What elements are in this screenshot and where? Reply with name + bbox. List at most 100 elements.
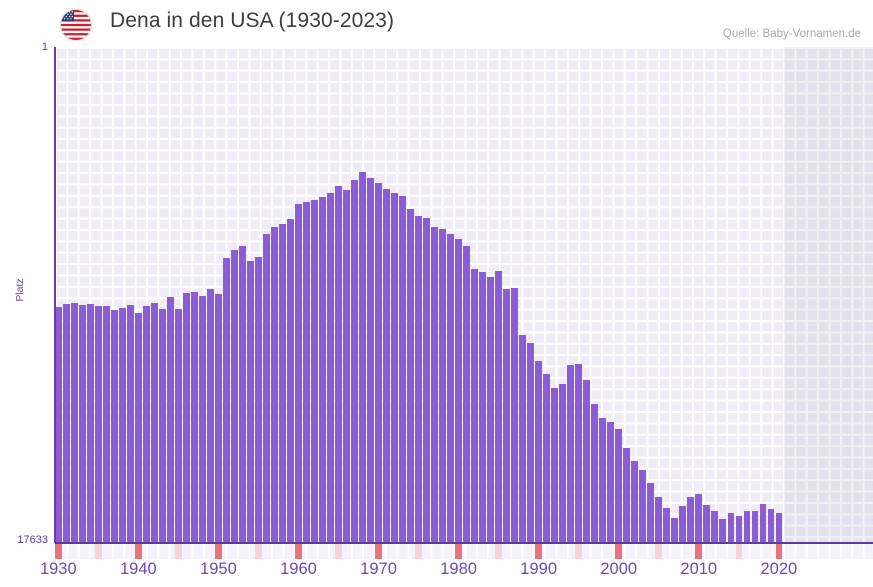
- x-axis-tick-label: 2010: [680, 560, 718, 578]
- bar: [351, 180, 358, 543]
- bar: [527, 343, 534, 543]
- bar: [167, 297, 174, 543]
- x-tick-marker-minor: [175, 544, 182, 559]
- bar: [415, 216, 422, 543]
- page-title: Dena in den USA (1930-2023): [110, 9, 395, 32]
- bar: [495, 271, 502, 543]
- bar: [567, 365, 574, 543]
- bar: [559, 384, 566, 543]
- bar: [303, 202, 310, 543]
- x-axis-tick-label: 2000: [600, 560, 638, 578]
- x-axis-tick-strip: [55, 544, 873, 559]
- y-axis-line: [54, 47, 56, 543]
- bar: [447, 234, 454, 543]
- bar: [71, 303, 78, 543]
- bar: [79, 305, 86, 543]
- bar: [767, 509, 775, 543]
- bar: [639, 470, 647, 543]
- x-tick-marker-major: [455, 544, 462, 559]
- future-shaded-region: [783, 47, 873, 543]
- bar: [607, 422, 614, 543]
- bar: [247, 261, 254, 543]
- bar: [327, 193, 334, 543]
- x-tick-marker-minor: [735, 544, 743, 559]
- bar: [671, 518, 679, 543]
- bar: [239, 246, 246, 543]
- bar: [583, 380, 590, 543]
- x-tick-marker-major: [535, 544, 542, 559]
- y-axis-top-label: 1: [41, 41, 48, 53]
- bar: [151, 303, 158, 543]
- bar: [535, 361, 542, 543]
- bar: [591, 404, 598, 543]
- bar: [95, 306, 102, 543]
- bar: [295, 204, 302, 543]
- x-tick-marker-minor: [95, 544, 102, 559]
- x-tick-marker-major: [375, 544, 382, 559]
- x-tick-marker-minor: [575, 544, 582, 559]
- bar: [647, 483, 655, 543]
- bar: [311, 200, 318, 543]
- bar: [263, 234, 270, 543]
- bar: [175, 309, 182, 543]
- bar: [191, 292, 198, 543]
- bar: [87, 304, 94, 543]
- bar: [215, 294, 222, 543]
- x-axis-labels: 1930 1940 1950 1960 1970 1980 1990 2000 2010 2020: [0, 560, 873, 587]
- bar: [271, 227, 278, 543]
- bar: [423, 218, 430, 543]
- bar: [703, 505, 711, 543]
- bar: [55, 307, 62, 543]
- x-axis-tick-label: 1980: [440, 560, 477, 578]
- bar: [279, 224, 286, 543]
- bar: [455, 239, 462, 543]
- x-axis-tick-label: 1940: [120, 560, 157, 578]
- x-tick-marker-minor: [655, 544, 663, 559]
- bar: [511, 288, 518, 543]
- bar: [383, 189, 390, 543]
- y-axis-bottom-label: 17633: [17, 534, 48, 546]
- bar: [319, 197, 326, 543]
- x-axis-tick-label: 1950: [200, 560, 237, 578]
- bar: [655, 497, 663, 543]
- bar: [543, 374, 550, 543]
- bar: [335, 186, 342, 543]
- bar: [103, 306, 110, 543]
- bar: [391, 193, 398, 543]
- bar: [687, 497, 695, 543]
- x-tick-marker-major: [615, 544, 622, 559]
- bar: [719, 519, 727, 543]
- bar: [119, 308, 126, 543]
- bar: [503, 289, 510, 543]
- bar: [375, 183, 382, 543]
- bar: [255, 257, 262, 543]
- bar: [135, 313, 142, 543]
- x-axis-tick-label: 2020: [760, 560, 798, 578]
- bar: [359, 172, 366, 543]
- bar: [207, 289, 214, 543]
- plot-area: [55, 47, 873, 543]
- bar: [487, 277, 494, 543]
- x-axis-tick-label: 1990: [520, 560, 558, 578]
- bar: [623, 448, 631, 543]
- x-axis-tick-label: 1970: [360, 560, 397, 578]
- x-tick-marker-minor: [495, 544, 502, 559]
- x-tick-marker-major: [215, 544, 222, 559]
- bar: [479, 272, 486, 543]
- x-tick-marker-major: [775, 544, 783, 559]
- bar: [183, 293, 190, 543]
- x-tick-marker-minor: [415, 544, 422, 559]
- bar: [143, 306, 150, 543]
- bar: [615, 429, 622, 543]
- bar: [599, 418, 606, 543]
- x-tick-marker-major: [55, 544, 62, 559]
- bar: [775, 513, 783, 543]
- bar: [471, 269, 478, 543]
- bar: [407, 209, 414, 543]
- chart-header: Dena in den USA (1930-2023) Quelle: Baby…: [0, 0, 873, 46]
- bar: [679, 506, 687, 543]
- bar: [111, 310, 118, 543]
- x-axis-line: [55, 542, 873, 544]
- bar: [735, 516, 743, 543]
- bar: [159, 309, 166, 543]
